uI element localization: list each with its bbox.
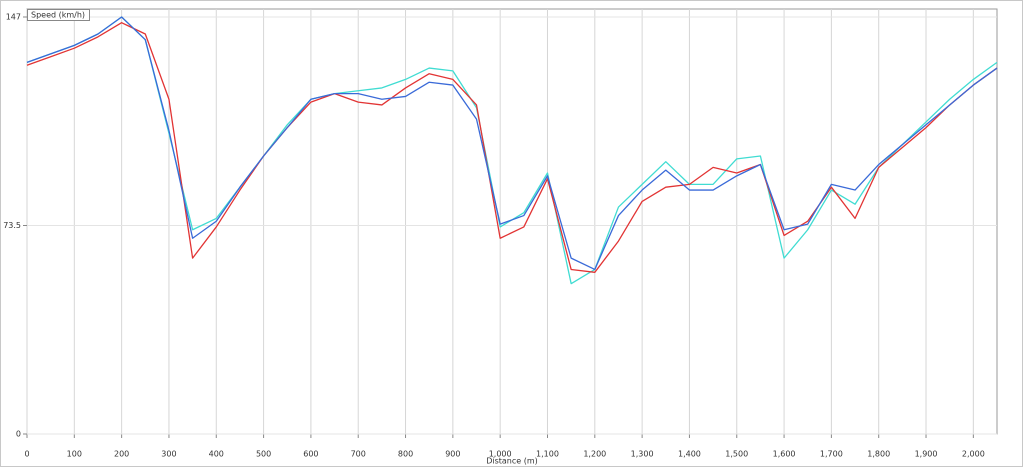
y-tick-label: 0	[16, 430, 21, 439]
x-tick-label: 1,200	[583, 450, 606, 459]
x-tick-label: 800	[398, 450, 413, 459]
x-tick-label: 1,500	[725, 450, 748, 459]
speed-line	[26, 16, 998, 271]
x-tick-label: 900	[445, 450, 460, 459]
x-tick-label: 1,800	[867, 450, 890, 459]
x-tick-label: 1,400	[678, 450, 701, 459]
x-tick-label: 400	[209, 450, 224, 459]
chart-title: Speed (km/h)	[31, 11, 85, 20]
x-tick-label: 200	[114, 450, 129, 459]
x-tick-label: 500	[256, 450, 271, 459]
x-axis-label: Distance (m)	[486, 457, 538, 466]
x-tick-label: 1,700	[820, 450, 843, 459]
x-tick-label: 600	[303, 450, 318, 459]
x-tick-label: 1,100	[536, 450, 559, 459]
x-tick-label: 2,000	[962, 450, 985, 459]
title-box	[27, 9, 90, 21]
x-tick-label: 0	[24, 450, 29, 459]
x-tick-label: 1,300	[631, 450, 654, 459]
plot-area	[26, 8, 998, 435]
x-tick-label: 300	[161, 450, 176, 459]
x-tick-label: 1,900	[915, 450, 938, 459]
y-tick-label: 147	[6, 13, 21, 22]
speed-line	[26, 22, 998, 273]
y-tick-label: 73.5	[3, 221, 21, 230]
x-tick-label: 700	[351, 450, 366, 459]
lines	[26, 16, 998, 285]
x-tick-label: 1,600	[773, 450, 796, 459]
x-tick-label: 100	[67, 450, 82, 459]
x-tick-label: 1,000	[489, 450, 512, 459]
grid	[23, 9, 997, 438]
